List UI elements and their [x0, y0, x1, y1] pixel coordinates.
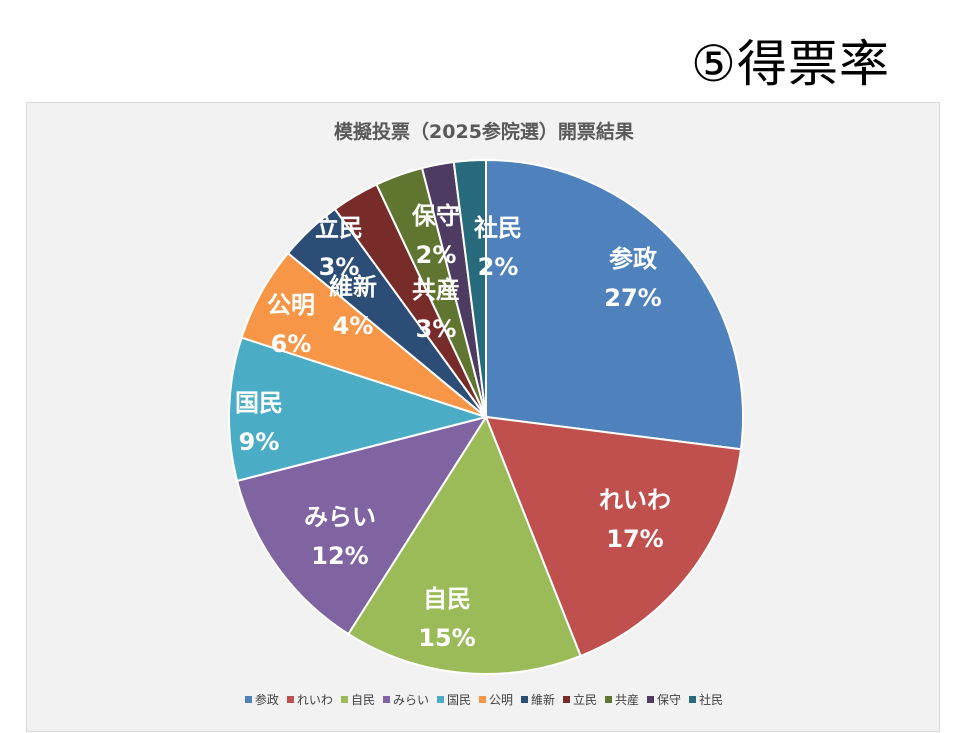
- legend-item-mirai: みらい: [382, 691, 429, 708]
- legend-swatch: [689, 696, 697, 703]
- legend-label: 社民: [699, 693, 724, 707]
- legend-item-rikken: 立民: [563, 691, 597, 708]
- legend-label: 立民: [573, 693, 598, 707]
- legend-item-kyosan: 共産: [605, 691, 639, 708]
- legend-label: 共産: [615, 693, 640, 707]
- legend-label: 維新: [531, 693, 556, 707]
- legend-swatch: [244, 696, 252, 703]
- legend-label: 自民: [350, 693, 375, 707]
- slice-label-reiwa: れいわ 17%: [599, 486, 671, 553]
- legend-item-ishin: 維新: [521, 691, 555, 708]
- legend-label: みらい: [392, 693, 429, 707]
- slide-title: ⑤得票率: [691, 35, 890, 93]
- legend-swatch: [605, 696, 613, 703]
- legend-swatch: [521, 696, 528, 703]
- slice-label-shamin: 社民 2%: [474, 214, 522, 281]
- legend-item-jimin: 自民: [340, 691, 375, 708]
- legend-label: 国民: [446, 693, 471, 707]
- legend-swatch: [647, 696, 655, 703]
- slice-label-hoshu: 保守 2%: [411, 202, 460, 269]
- chart-legend: 参政 れいわ 自民 みらい 国民 公明 維新 立民 共産 保守 社民: [27, 691, 941, 708]
- slice-label-jimin: 自民 15%: [418, 585, 475, 652]
- legend-item-kokumin: 国民: [436, 691, 471, 708]
- legend-label: 参政: [254, 693, 279, 707]
- slice-label-rikken: 立民 3%: [315, 214, 363, 281]
- legend-item-sansei: 参政: [244, 691, 279, 708]
- legend-swatch: [478, 696, 486, 703]
- legend-item-komei: 公明: [478, 691, 513, 708]
- slice-label-kyosan: 共産 3%: [412, 276, 460, 343]
- pie-slice-mirai: [235, 415, 489, 636]
- slice-label-kokumin: 国民 9%: [235, 389, 283, 456]
- legend-item-shamin: 社民: [689, 691, 723, 708]
- slice-label-komei: 公明 6%: [267, 291, 315, 358]
- legend-swatch: [563, 696, 571, 703]
- pie-slice-sansei: [485, 158, 744, 451]
- pie-slice-reiwa: [484, 415, 743, 658]
- chart-title: 模擬投票（2025参院選）開票結果: [334, 121, 634, 143]
- pie-chart: 参政 27% れいわ 17% 自民 15% みらい 12% 国民 9% 公明 6% 維新 4%立民 3% 共産…: [228, 158, 744, 675]
- legend-label: れいわ: [296, 693, 333, 707]
- legend-label: 保守: [657, 693, 682, 707]
- chart-area: 模擬投票（2025参院選）開票結果 参政 27% れいわ 17% 自民 15% みらい 12%…: [26, 102, 940, 732]
- pie-slice-shamin: [452, 158, 487, 418]
- legend-label: 公明: [488, 693, 513, 707]
- slice-label-ishin: 維新 4%: [329, 273, 377, 340]
- legend-item-hoshu: 保守: [647, 691, 681, 708]
- legend-swatch: [286, 696, 294, 703]
- slice-label-mirai: みらい 12%: [304, 503, 376, 570]
- slice-label-sansei: 参政 27%: [604, 245, 661, 312]
- legend-swatch: [340, 696, 348, 703]
- legend-swatch: [382, 696, 390, 703]
- pie-slice-kokumin: [228, 336, 490, 483]
- legend-swatch: [436, 696, 444, 703]
- pie-slice-jimin: [346, 414, 582, 675]
- legend-item-reiwa: れいわ: [286, 691, 333, 708]
